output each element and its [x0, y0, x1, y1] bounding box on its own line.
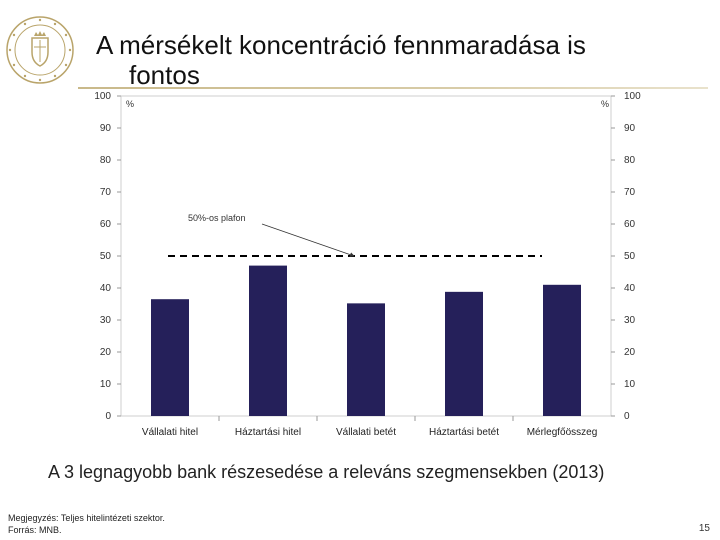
left-tick-label: 90 — [100, 123, 112, 134]
category-label: Vállalati hitel — [142, 427, 198, 438]
left-tick-label: 70 — [100, 187, 112, 198]
chart-caption: A 3 legnagyobb bank részesedése a relevá… — [48, 462, 605, 482]
title-underline — [78, 87, 708, 89]
right-tick-label: 10 — [624, 379, 636, 390]
category-label: Háztartási hitel — [235, 427, 301, 438]
note-text: Megjegyzés: Teljes hitelintézeti szektor… — [8, 513, 165, 523]
left-tick-label: 0 — [105, 411, 111, 422]
right-tick-label: 60 — [624, 219, 636, 230]
category-label: Vállalati betét — [336, 427, 396, 438]
right-tick-label: 30 — [624, 315, 636, 326]
left-tick-label: 20 — [100, 347, 112, 358]
bar-chart: 0 10 20 30 40 50 60 70 80 90 100 0 10 20 30 40 50 60 70 80… — [94, 91, 641, 438]
category-label: Mérlegfőösszeg — [527, 427, 598, 438]
right-tick-label: 70 — [624, 187, 636, 198]
crest-icon — [31, 37, 49, 67]
right-axis: 0 10 20 30 40 50 60 70 80 90 100 — [611, 91, 641, 422]
category-labels: Vállalati hitel Háztartási hitel Vállalati… — [142, 416, 597, 438]
right-tick-label: 50 — [624, 251, 636, 262]
left-tick-label: 40 — [100, 283, 112, 294]
left-axis: 0 10 20 30 40 50 60 70 80 90 100 — [94, 91, 121, 422]
left-tick-label: 100 — [94, 91, 111, 102]
bar — [347, 303, 385, 416]
annotation-label: 50%-os plafon — [188, 213, 246, 223]
page-number: 15 — [698, 523, 710, 534]
right-axis-unit: % — [601, 99, 609, 109]
left-tick-label: 50 — [100, 251, 112, 262]
left-tick-label: 10 — [100, 379, 112, 390]
right-tick-label: 40 — [624, 283, 636, 294]
bar — [151, 299, 189, 416]
category-label: Háztartási betét — [429, 427, 499, 438]
annotation-arrow — [261, 223, 355, 257]
source-text: Forrás: MNB. — [8, 525, 62, 535]
right-tick-label: 20 — [624, 347, 636, 358]
left-tick-label: 80 — [100, 155, 112, 166]
bar — [543, 284, 581, 416]
left-axis-unit: % — [126, 99, 134, 109]
left-tick-label: 60 — [100, 219, 112, 230]
slide-title: A mérsékelt koncentráció fennmaradása is… — [96, 30, 656, 90]
right-tick-label: 100 — [624, 91, 641, 102]
right-tick-label: 80 — [624, 155, 636, 166]
title-line-1: A mérsékelt koncentráció fennmaradása is — [96, 30, 586, 60]
mnb-logo — [6, 16, 74, 84]
bar — [445, 291, 483, 416]
title-line-2: fontos — [129, 60, 200, 90]
left-tick-label: 30 — [100, 315, 112, 326]
bars — [151, 265, 581, 416]
right-tick-label: 0 — [624, 411, 630, 422]
footnote: Megjegyzés: Teljes hitelintézeti szektor… — [8, 512, 165, 536]
right-tick-label: 90 — [624, 123, 636, 134]
bar — [249, 265, 287, 416]
